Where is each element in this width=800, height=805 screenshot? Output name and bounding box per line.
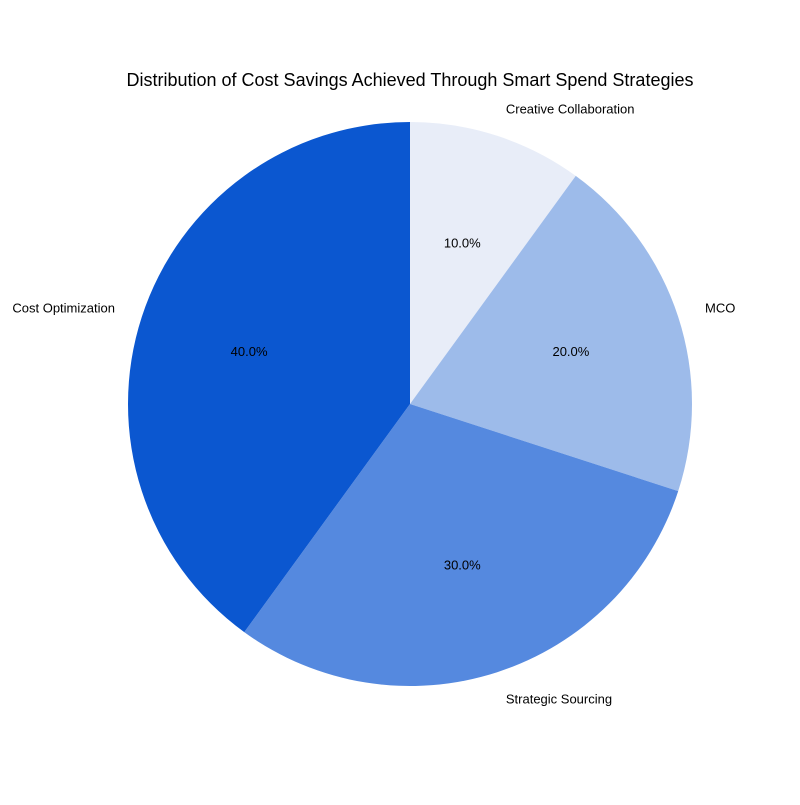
pie-slice-mco bbox=[410, 175, 693, 492]
pie-category-label-creative-collaboration: Creative Collaboration bbox=[506, 101, 635, 116]
pie-pct-label-strategic-sourcing: 30.0% bbox=[444, 557, 481, 572]
pie-slice-strategic-sourcing bbox=[244, 404, 679, 687]
pie-slice-creative-collaboration bbox=[410, 122, 576, 404]
pie-pct-label-cost-optimization: 40.0% bbox=[231, 344, 268, 359]
pie-category-label-strategic-sourcing: Strategic Sourcing bbox=[506, 692, 612, 707]
pie-slice-cost-optimization bbox=[127, 122, 410, 633]
pie-pct-label-mco: 20.0% bbox=[552, 344, 589, 359]
pie-pct-label-creative-collaboration: 10.0% bbox=[444, 236, 481, 251]
pie-category-label-cost-optimization: Cost Optimization bbox=[12, 301, 115, 316]
chart-title: Distribution of Cost Savings Achieved Th… bbox=[126, 70, 694, 90]
pie-category-label-mco: MCO bbox=[705, 301, 735, 316]
